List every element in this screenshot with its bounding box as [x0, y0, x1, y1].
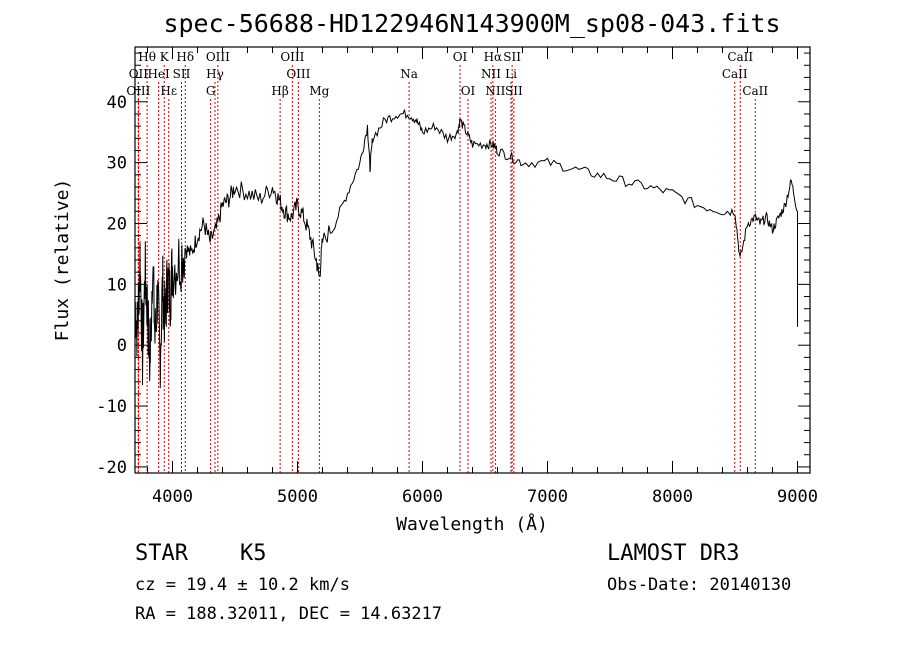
spectral-line-label: OII — [129, 67, 149, 81]
data-point — [722, 211, 723, 212]
spectral-line-label: Hδ — [176, 50, 194, 64]
y-tick-label: 30 — [107, 154, 127, 174]
spectral-line-label: Na — [400, 67, 418, 81]
coordinates: RA = 188.32011, DEC = 14.63217 — [135, 604, 442, 624]
spectral-line-label: OIII — [206, 50, 230, 64]
data-point — [191, 253, 192, 254]
data-point — [547, 162, 548, 163]
spectral-line-label: SII — [503, 50, 521, 64]
spectral-line-label: OI — [461, 84, 476, 98]
spectrum-trace — [134, 109, 798, 389]
y-tick-label: 20 — [107, 214, 127, 234]
data-point — [334, 223, 335, 224]
spectral-line-label: Hθ — [138, 50, 156, 64]
spectral-line-label: CaII — [722, 67, 748, 81]
star-subclass: K5 — [240, 541, 267, 566]
x-tick-label: 9000 — [777, 487, 818, 507]
survey-name: LAMOST DR3 — [607, 541, 739, 566]
data-point — [484, 144, 485, 145]
spectral-line-label: Hγ — [206, 67, 224, 81]
redshift-cz: cz = 19.4 ± 10.2 km/s — [135, 575, 350, 595]
spectral-line-label: SII — [173, 67, 191, 81]
y-tick-label: 10 — [107, 275, 127, 295]
chart-title: spec-56688-HD122946N143900M_sp08-043.fit… — [163, 9, 780, 38]
spectral-line-label: CaII — [742, 84, 768, 98]
x-tick-label: 5000 — [277, 487, 318, 507]
x-tick-label: 4000 — [152, 487, 193, 507]
spectral-line-label: OIII — [280, 50, 304, 64]
x-tick-label: 8000 — [652, 487, 693, 507]
data-point — [319, 278, 320, 279]
x-tick-label: 6000 — [402, 487, 443, 507]
data-point — [397, 113, 398, 114]
spectral-line-label: Mg — [309, 84, 329, 98]
data-point — [234, 186, 235, 187]
spectral-line-label: NII — [481, 67, 501, 81]
spectral-line-label: Hβ — [271, 84, 288, 98]
obs-date: Obs-Date: 20140130 — [607, 575, 791, 595]
star-type: STAR — [135, 541, 189, 566]
data-point — [197, 235, 198, 236]
y-axis-label: Flux (relative) — [52, 179, 73, 342]
y-tick-label: 0 — [117, 336, 127, 356]
plot-frame — [134, 46, 811, 474]
x-axis-label: Wavelength (Å) — [396, 513, 548, 535]
spectral-line-label: NII — [485, 84, 505, 98]
y-tick-label: -20 — [96, 458, 127, 478]
spectral-line-label: HeI — [147, 67, 170, 81]
spectral-line-label: OIII — [286, 67, 310, 81]
spectral-line-label: Hε — [160, 84, 177, 98]
spectral-line-label: K — [160, 50, 170, 64]
data-point — [216, 229, 217, 230]
spectral-line-label: CaII — [727, 50, 753, 64]
data-point — [739, 259, 740, 260]
spectral-line-label: SII — [505, 84, 523, 98]
y-tick-label: -10 — [96, 397, 127, 417]
y-tick-label: 40 — [107, 93, 127, 113]
data-point — [647, 186, 648, 187]
data-point — [247, 192, 248, 193]
data-point — [622, 180, 623, 181]
x-tick-label: 7000 — [527, 487, 568, 507]
spectral-line-label: G — [206, 84, 216, 98]
data-point — [522, 162, 523, 163]
data-point — [152, 259, 153, 260]
spectral-line-label: OIII — [126, 84, 150, 98]
spectral-line-label: Hα — [484, 50, 503, 64]
spectral-line-label: OI — [453, 50, 468, 64]
data-point — [672, 192, 673, 193]
spectral-line-label: Li — [505, 67, 517, 81]
